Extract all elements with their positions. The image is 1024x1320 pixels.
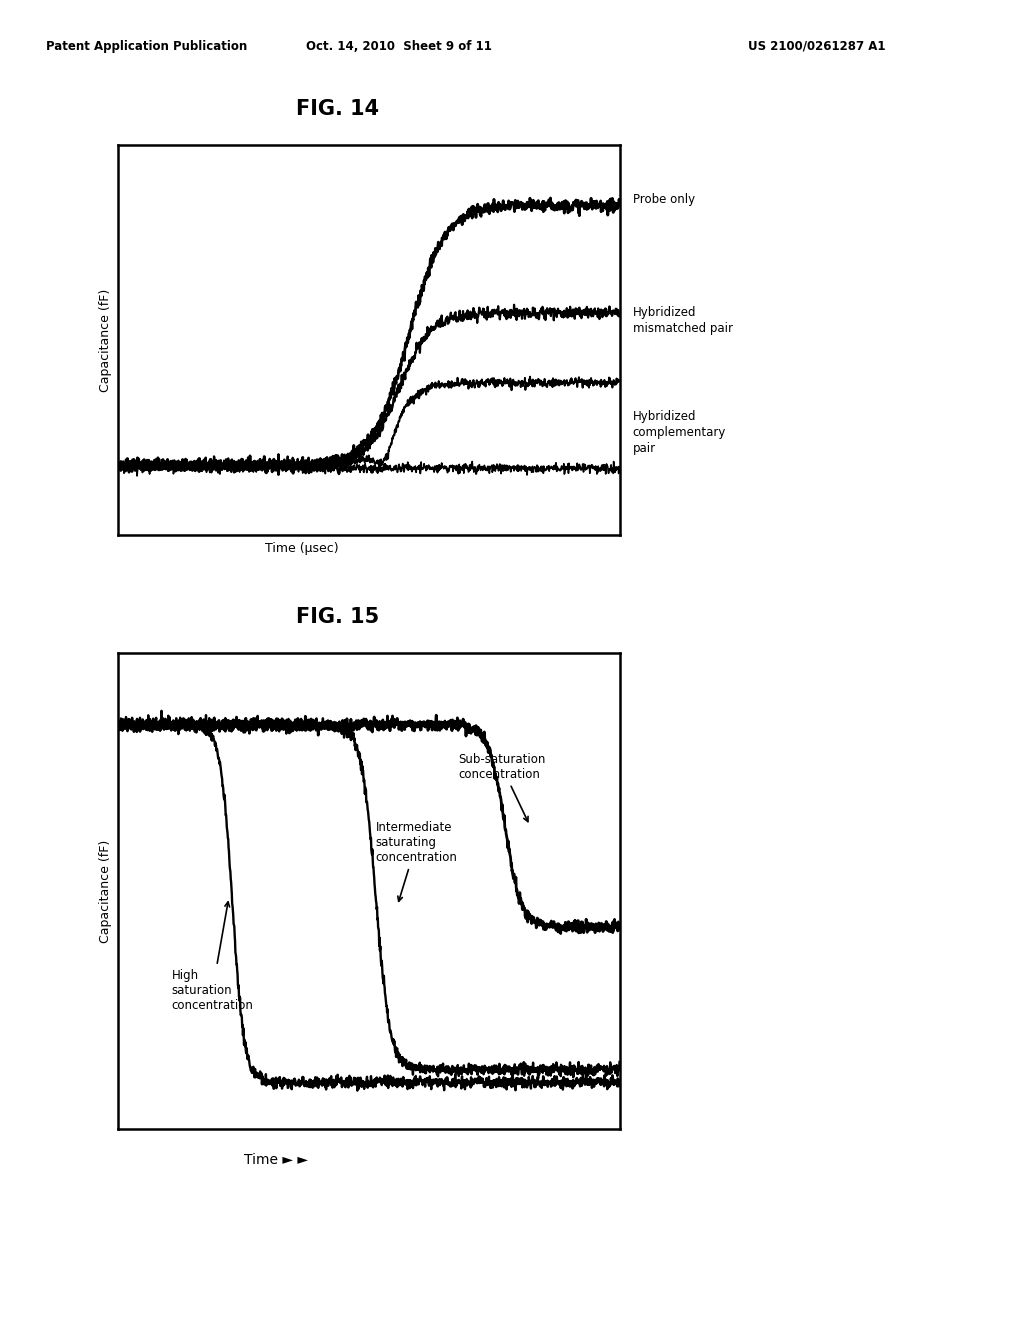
Text: FIG. 14: FIG. 14	[296, 99, 380, 119]
Text: Sub-saturation
concentration: Sub-saturation concentration	[458, 752, 546, 821]
Text: Patent Application Publication: Patent Application Publication	[46, 40, 248, 53]
Text: Intermediate
saturating
concentration: Intermediate saturating concentration	[376, 821, 458, 902]
Text: Probe only: Probe only	[633, 193, 695, 206]
Text: High
saturation
concentration: High saturation concentration	[171, 902, 253, 1012]
Text: Hybridized
mismatched pair: Hybridized mismatched pair	[633, 306, 733, 335]
Text: Oct. 14, 2010  Sheet 9 of 11: Oct. 14, 2010 Sheet 9 of 11	[306, 40, 493, 53]
Text: Hybridized
complementary
pair: Hybridized complementary pair	[633, 411, 726, 455]
Text: US 2100/0261287 A1: US 2100/0261287 A1	[748, 40, 885, 53]
Text: FIG. 15: FIG. 15	[296, 607, 380, 627]
Y-axis label: Capacitance (fF): Capacitance (fF)	[99, 840, 113, 942]
Text: Time ► ►: Time ► ►	[245, 1154, 308, 1167]
Y-axis label: Capacitance (fF): Capacitance (fF)	[99, 288, 113, 392]
Text: Time (μsec): Time (μsec)	[265, 541, 339, 554]
